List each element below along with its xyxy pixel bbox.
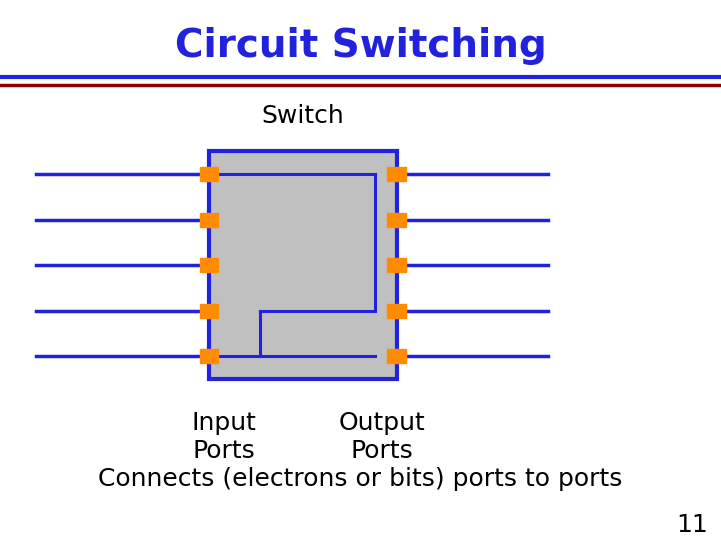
Bar: [200, 258, 218, 272]
Bar: [387, 258, 406, 272]
Bar: [387, 213, 406, 227]
Bar: [387, 167, 406, 181]
Text: Switch: Switch: [262, 104, 344, 128]
Bar: [200, 167, 218, 181]
Text: Output
Ports: Output Ports: [339, 411, 425, 463]
Bar: [200, 349, 218, 363]
Bar: [200, 213, 218, 227]
Text: Connects (electrons or bits) ports to ports: Connects (electrons or bits) ports to po…: [98, 467, 623, 491]
Text: 11: 11: [676, 513, 708, 537]
Text: Circuit Switching: Circuit Switching: [174, 27, 547, 65]
Text: Input
Ports: Input Ports: [191, 411, 256, 463]
Bar: [209, 151, 397, 379]
Bar: [387, 304, 406, 318]
Bar: [200, 304, 218, 318]
Bar: [387, 349, 406, 363]
